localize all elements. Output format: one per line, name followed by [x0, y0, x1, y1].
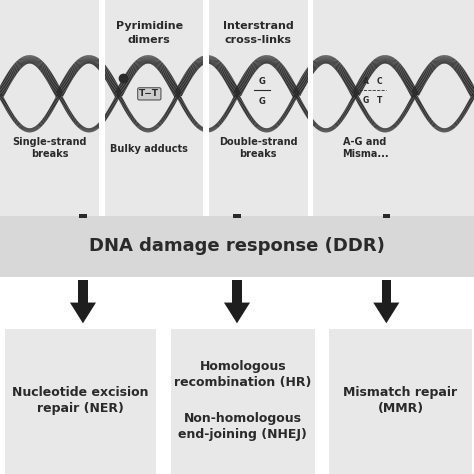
Bar: [329, 329, 472, 474]
Text: Bulky adducts: Bulky adducts: [110, 144, 188, 154]
Polygon shape: [78, 280, 88, 302]
Polygon shape: [79, 214, 87, 218]
Polygon shape: [382, 280, 391, 302]
Bar: [5, 329, 156, 474]
Polygon shape: [383, 214, 390, 218]
Polygon shape: [233, 214, 241, 218]
Text: Homologous
recombination (HR): Homologous recombination (HR): [174, 360, 311, 389]
Text: G: G: [259, 77, 265, 86]
Polygon shape: [224, 302, 250, 323]
Text: T−T: T−T: [139, 90, 159, 98]
Polygon shape: [373, 302, 399, 323]
Text: G: G: [363, 96, 369, 105]
Text: cross-links: cross-links: [225, 35, 292, 45]
Text: Double-strand
breaks: Double-strand breaks: [219, 137, 298, 159]
Text: dimers: dimers: [128, 35, 171, 45]
Polygon shape: [70, 302, 96, 323]
Text: Mismatch repair
(MMR): Mismatch repair (MMR): [344, 386, 457, 415]
Text: C: C: [376, 77, 382, 86]
Bar: [308, 0, 313, 216]
Text: T: T: [376, 96, 382, 105]
Bar: [99, 0, 105, 216]
Text: Nucleotide excision
repair (NER): Nucleotide excision repair (NER): [12, 386, 149, 415]
Text: G: G: [259, 98, 265, 106]
Bar: [171, 329, 315, 474]
Text: Non-homologous
end-joining (NHEJ): Non-homologous end-joining (NHEJ): [179, 412, 307, 441]
Text: DNA damage response (DDR): DNA damage response (DDR): [89, 237, 385, 255]
Text: A: A: [363, 77, 369, 86]
Text: Single-strand
breaks: Single-strand breaks: [12, 137, 87, 159]
Text: Pyrimidine: Pyrimidine: [116, 21, 183, 31]
Bar: [0, 0, 474, 216]
Text: Interstrand: Interstrand: [223, 21, 294, 31]
Text: A-G and
Misma...: A-G and Misma...: [342, 137, 388, 159]
Polygon shape: [232, 280, 242, 302]
Bar: [203, 0, 209, 216]
Bar: [0, 216, 474, 277]
